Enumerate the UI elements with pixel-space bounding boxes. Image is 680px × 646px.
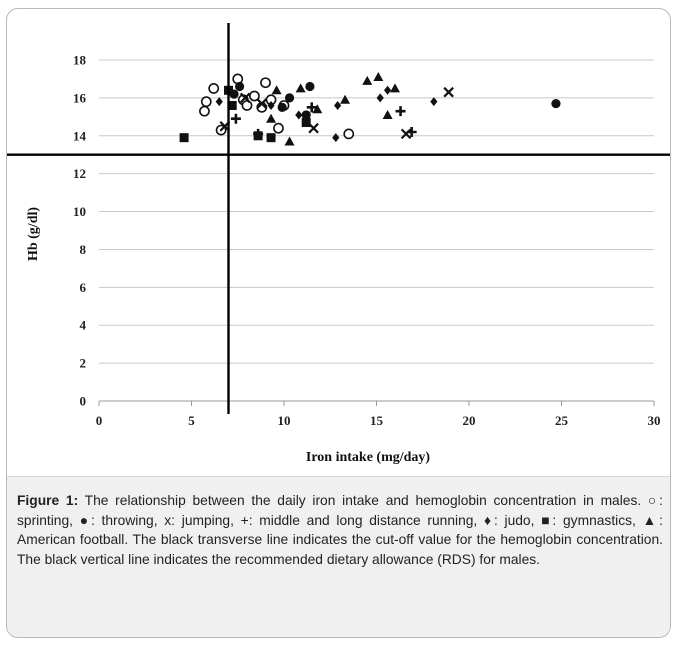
y-tick-label: 0 — [80, 394, 87, 409]
data-point-open-circle — [273, 122, 284, 134]
data-point-plus — [230, 113, 241, 124]
y-tick-label: 18 — [73, 53, 87, 68]
x-axis-label: Iron intake (mg/day) — [306, 450, 431, 465]
data-point-x — [256, 98, 268, 109]
y-tick-label: 4 — [80, 318, 87, 333]
data-point-triangle — [295, 83, 306, 93]
data-point-diamond — [267, 100, 275, 110]
data-point-filled-circle — [301, 110, 311, 120]
caption-label: Figure 1: — [17, 493, 79, 508]
x-tick-label: 25 — [555, 413, 569, 428]
tick-labels: 0 2 4 6 8 10 12 14 16 18 0 5 10 15 20 25 30 — [73, 53, 661, 429]
data-points — [179, 72, 561, 146]
data-point-triangle — [382, 109, 393, 119]
data-point-open-circle — [199, 105, 210, 117]
data-point-diamond — [384, 85, 392, 95]
data-point-square — [266, 133, 276, 143]
x-tick-label: 30 — [648, 413, 661, 428]
grid-lines — [99, 59, 654, 364]
y-tick-label: 12 — [73, 166, 86, 181]
data-point-plus — [406, 126, 417, 137]
data-point-open-circle — [248, 90, 260, 102]
y-tick-label: 16 — [73, 90, 87, 105]
data-point-x — [443, 86, 454, 98]
x-tick-label: 15 — [370, 413, 384, 428]
x-tick-label: 20 — [463, 413, 476, 428]
data-point-open-circle — [200, 96, 212, 108]
data-point-diamond — [430, 97, 438, 107]
data-point-open-circle — [260, 77, 271, 89]
y-tick-label: 2 — [80, 356, 87, 371]
caption-text: The relationship between the daily iron … — [17, 493, 664, 567]
x-tick-label: 0 — [96, 413, 103, 428]
data-point-filled-circle — [277, 102, 287, 112]
caption-background — [7, 476, 670, 637]
y-tick-label: 8 — [80, 242, 87, 257]
data-point-square — [253, 131, 263, 141]
data-point-square — [227, 100, 237, 110]
data-point-square — [179, 133, 189, 143]
scatter-chart: 0 2 4 6 8 10 12 14 16 18 0 5 10 15 20 25 30 Iron intake … — [7, 23, 670, 465]
y-axis-label: Hb (g/dl) — [26, 207, 41, 261]
data-point-open-circle — [241, 100, 253, 111]
data-point-triangle — [312, 104, 323, 114]
x-tick-label: 5 — [188, 413, 195, 428]
figure-frame: 0 2 4 6 8 10 12 14 16 18 0 5 10 15 20 25 30 Iron intake … — [6, 8, 671, 638]
data-point-filled-circle — [284, 93, 295, 103]
data-point-triangle — [390, 83, 400, 93]
data-point-filled-circle — [551, 98, 561, 109]
data-point-open-circle — [208, 83, 220, 94]
data-point-open-circle — [343, 128, 355, 140]
data-point-filled-circle — [235, 81, 245, 92]
data-point-plus — [395, 106, 406, 117]
data-point-x — [239, 92, 251, 104]
data-point-triangle — [362, 75, 373, 85]
data-point-diamond — [334, 100, 342, 110]
data-point-triangle — [266, 113, 277, 123]
y-tick-label: 10 — [73, 204, 86, 219]
data-point-triangle — [373, 72, 384, 82]
data-point-plus — [306, 102, 317, 113]
data-point-triangle — [284, 136, 295, 146]
data-point-square — [301, 118, 311, 128]
data-point-filled-circle — [305, 81, 315, 92]
data-point-diamond — [376, 93, 384, 103]
data-point-diamond — [332, 133, 340, 143]
figure-caption: Figure 1: The relationship between the d… — [17, 491, 663, 569]
data-point-diamond — [215, 97, 223, 107]
y-tick-label: 14 — [73, 128, 87, 143]
reference-lines — [7, 23, 670, 414]
y-tick-label: 6 — [80, 280, 87, 295]
data-point-diamond — [295, 110, 303, 120]
x-tick-label: 10 — [278, 413, 291, 428]
data-point-triangle — [271, 85, 282, 95]
axes — [98, 400, 655, 406]
data-point-triangle — [340, 94, 351, 104]
